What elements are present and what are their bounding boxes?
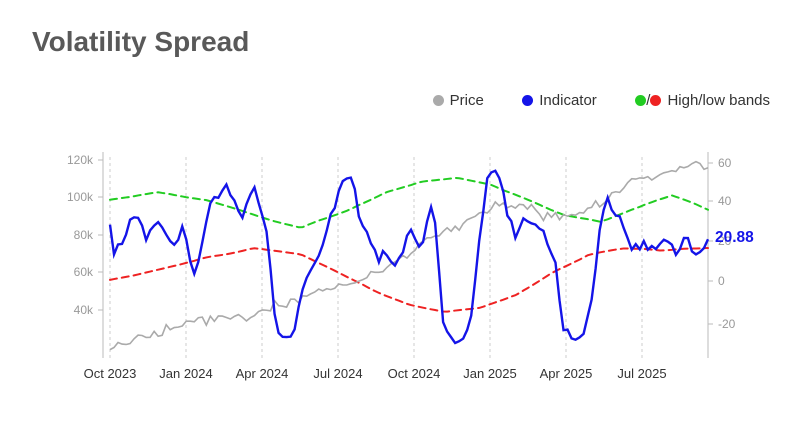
svg-text:Jan 2024: Jan 2024 <box>159 366 213 381</box>
svg-text:Apr 2024: Apr 2024 <box>236 366 289 381</box>
svg-text:40k: 40k <box>74 303 94 317</box>
svg-text:80k: 80k <box>74 228 94 242</box>
svg-text:60k: 60k <box>74 265 94 279</box>
svg-text:-20: -20 <box>718 317 736 331</box>
svg-text:40: 40 <box>718 194 732 208</box>
svg-text:120k: 120k <box>67 153 94 167</box>
svg-text:Apr 2025: Apr 2025 <box>540 366 593 381</box>
svg-text:Jul 2025: Jul 2025 <box>617 366 666 381</box>
svg-text:Oct 2024: Oct 2024 <box>388 366 441 381</box>
svg-text:0: 0 <box>718 274 725 288</box>
svg-text:Jul 2024: Jul 2024 <box>313 366 362 381</box>
svg-text:20.88: 20.88 <box>715 229 754 246</box>
svg-text:60: 60 <box>718 156 732 170</box>
svg-text:100k: 100k <box>67 190 94 204</box>
svg-text:Jan 2025: Jan 2025 <box>463 366 517 381</box>
svg-text:Oct 2023: Oct 2023 <box>84 366 137 381</box>
